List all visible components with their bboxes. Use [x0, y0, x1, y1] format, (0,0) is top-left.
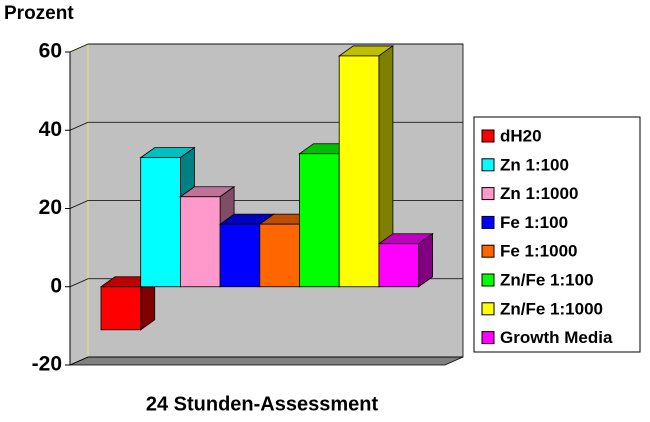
- grid-line: [69, 43, 463, 53]
- y-tick-label: 60: [39, 40, 62, 63]
- legend-label: Zn/Fe 1:1000: [500, 299, 603, 318]
- legend-swatch: [481, 331, 495, 345]
- bar: [219, 223, 261, 288]
- legend-label: Fe 1:100: [500, 213, 568, 232]
- legend-label: Fe 1:1000: [500, 242, 578, 261]
- legend-swatch: [481, 215, 495, 229]
- grid-line: [69, 356, 463, 366]
- legend-label: dH20: [500, 126, 542, 145]
- bar: [299, 153, 340, 288]
- bar: [100, 286, 142, 331]
- legend-box: [473, 116, 641, 353]
- legend-swatch: [481, 187, 495, 201]
- floor: [69, 356, 464, 366]
- y-tick-label: 0: [50, 274, 62, 297]
- y-tick-label: 40: [39, 118, 62, 141]
- grid-line: [69, 121, 463, 131]
- y-tick-label: -20: [32, 353, 62, 376]
- legend-swatch: [481, 158, 495, 172]
- bar: [378, 243, 419, 288]
- legend-swatch: [481, 273, 495, 287]
- legend-label: Zn 1:1000: [500, 184, 578, 203]
- legend-swatch: [481, 302, 495, 316]
- bar: [259, 223, 300, 288]
- bar: [338, 55, 380, 288]
- legend-label: Zn/Fe 1:100: [500, 270, 594, 289]
- bar: [140, 157, 181, 288]
- legend-label: Growth Media: [500, 328, 613, 347]
- legend-swatch: [481, 129, 495, 143]
- x-axis-title: 24 Stunden-Assessment: [146, 393, 379, 415]
- y-tick-label: 20: [39, 196, 62, 219]
- bar: [179, 196, 221, 288]
- legend-label: Zn 1:100: [500, 155, 569, 174]
- legend-swatch: [481, 244, 495, 258]
- y-axis-title: Prozent: [4, 3, 74, 24]
